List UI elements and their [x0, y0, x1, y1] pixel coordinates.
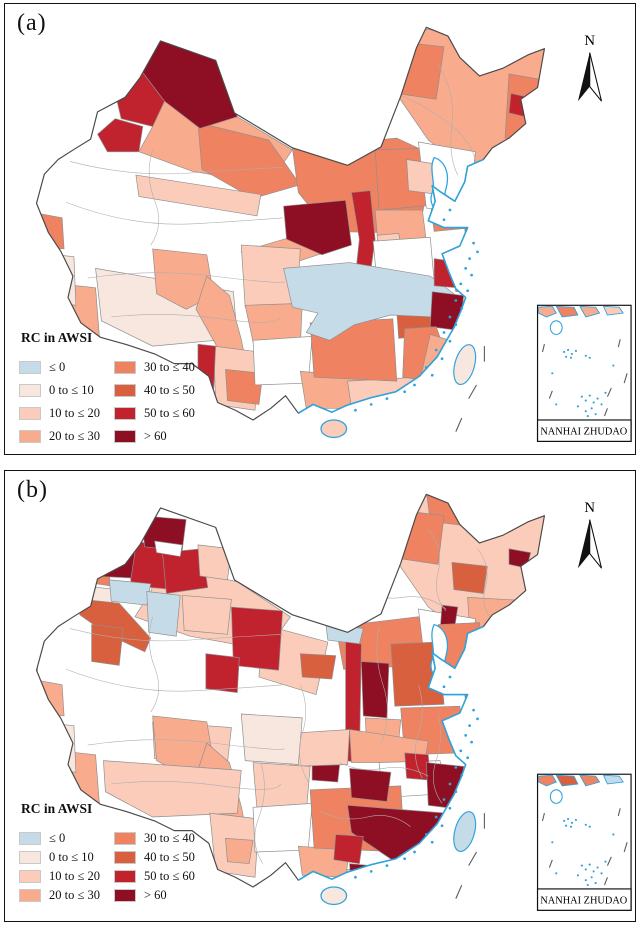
legend-item: 20 to ≤ 30	[19, 888, 100, 902]
legend-swatch	[19, 831, 41, 845]
north-arrow: N	[577, 33, 603, 102]
legend-title: RC in AWSI	[21, 801, 93, 816]
legend-item: 30 to ≤ 40	[113, 360, 195, 374]
inset-coast	[538, 774, 624, 804]
taiwan-island	[453, 344, 477, 386]
legend-item: > 60	[113, 429, 195, 443]
legend-item: ≤ 0	[19, 360, 100, 374]
legend-swatch	[19, 429, 41, 443]
taiwan-island	[453, 811, 477, 853]
legend-item: 0 to ≤ 10	[19, 850, 100, 864]
legend-item: > 60	[113, 888, 195, 902]
inset-islands	[541, 339, 628, 418]
inset-label: NANHAI ZHUDAO	[540, 427, 627, 438]
legend-item: 0 to ≤ 10	[19, 383, 100, 397]
legend-swatch	[19, 888, 41, 902]
inset-islands	[541, 808, 628, 887]
legend-item: 40 to ≤ 50	[113, 383, 195, 397]
legend-swatch	[19, 383, 41, 397]
legend-swatch	[19, 869, 41, 883]
inset-coast	[538, 305, 624, 335]
inset-label: NANHAI ZHUDAO	[540, 896, 627, 907]
china-map-a: N NANHAI ZHUDAO	[35, 26, 632, 442]
legend-swatch	[113, 888, 136, 902]
legend-swatch	[113, 831, 136, 845]
legend-swatch	[113, 869, 136, 883]
legend-item: 10 to ≤ 20	[19, 869, 100, 883]
legend-item: 40 to ≤ 50	[113, 850, 195, 864]
north-arrow-label: N	[584, 500, 595, 516]
legend-item: 50 to ≤ 60	[113, 406, 195, 420]
legend-swatch	[113, 360, 136, 374]
legend-swatch	[19, 406, 41, 420]
legend-swatch	[19, 850, 41, 864]
legend-swatch	[113, 383, 136, 397]
legend-item: ≤ 0	[19, 831, 100, 845]
legend-item: 20 to ≤ 30	[19, 429, 100, 443]
coastline	[297, 625, 484, 881]
offshore-islands	[320, 208, 485, 439]
north-arrow: N	[577, 500, 603, 569]
legend-swatch	[113, 850, 136, 864]
offshore-islands	[320, 675, 485, 906]
hainan-island	[320, 886, 348, 906]
hainan-island	[320, 419, 348, 439]
legend-a: RC in AWSI ≤ 0 0 to ≤ 10 10 to ≤ 20 20 t…	[19, 330, 195, 443]
legend-title: RC in AWSI	[21, 330, 93, 345]
legend-item: 30 to ≤ 40	[113, 831, 195, 845]
china-map-b: N NANHAI ZHUDAO	[35, 493, 632, 911]
legend-b: RC in AWSI ≤ 0 0 to ≤ 10 10 to ≤ 20 20 t…	[19, 801, 195, 902]
legend-swatch	[113, 429, 136, 443]
legend-swatch	[19, 360, 41, 374]
legend-item: 10 to ≤ 20	[19, 406, 100, 420]
nanhai-inset: NANHAI ZHUDAO	[536, 773, 632, 911]
coastline	[297, 158, 484, 414]
legend-swatch	[113, 406, 136, 420]
panel-label-b: (b)	[17, 477, 48, 503]
panel-a: N NANHAI ZHUDAO (a) RC in AWSI ≤ 0 0 to …	[4, 3, 636, 455]
north-arrow-label: N	[584, 33, 595, 49]
legend-item: 50 to ≤ 60	[113, 869, 195, 883]
panel-label-a: (a)	[17, 10, 47, 36]
panel-b: N NANHAI ZHUDAO (b) RC in AWSI ≤ 0 0 to …	[4, 470, 636, 922]
nanhai-inset: NANHAI ZHUDAO	[536, 304, 632, 442]
